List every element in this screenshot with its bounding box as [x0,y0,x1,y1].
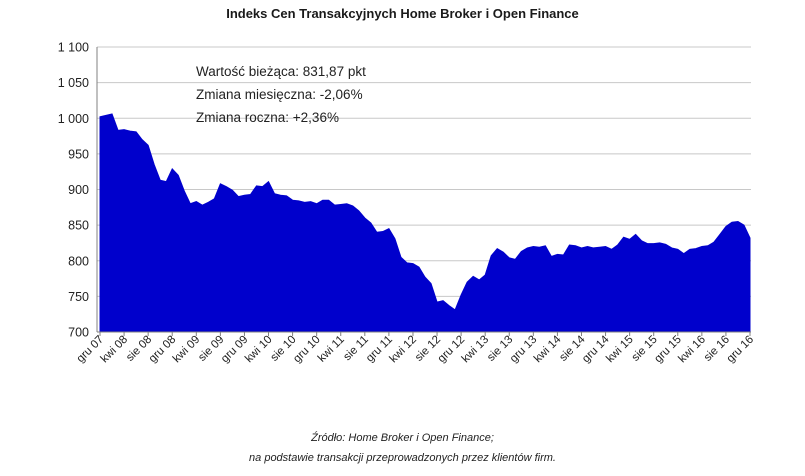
x-tick-label: kwi 14 [532,333,564,365]
x-tick-label: kwi 13 [460,334,492,366]
annotation-yearly-change: Zmiana roczna: +2,36% [196,110,339,125]
x-tick-label: kwi 16 [676,334,708,366]
y-tick-label: 800 [68,254,89,268]
x-tick-label: kwi 15 [604,334,636,366]
y-tick-label: 1 100 [58,41,89,55]
x-tick-label: gru 10 [291,334,323,366]
y-tick-label: 1 000 [58,112,89,126]
y-tick-label: 950 [68,147,89,161]
annotation-box: Wartość bieżąca: 831,87 pkt Zmiana miesi… [196,64,366,125]
axes [96,47,751,333]
x-tick-label: kwi 09 [171,334,203,366]
x-tick-label: kwi 12 [388,334,420,366]
y-tick-label: 1 050 [58,76,89,90]
y-tick-label: 750 [68,290,89,304]
chart-title: Indeks Cen Transakcyjnych Home Broker i … [226,6,579,21]
area-series [99,113,751,333]
area-series-path [99,113,751,333]
x-tick-label: gru 16 [725,334,757,366]
y-tick-label: 900 [68,183,89,197]
x-tick-label: kwi 10 [243,334,275,366]
y-tick-label: 700 [68,326,89,340]
x-tick-label: kwi 08 [99,334,131,366]
annotation-current-value: Wartość bieżąca: 831,87 pkt [196,64,366,79]
source-line-1: Źródło: Home Broker i Open Finance; [311,432,494,444]
annotation-monthly-change: Zmiana miesięczna: -2,06% [196,87,363,102]
y-tick-label: 850 [68,219,89,233]
source-line-2: na podstawie transakcji przeprowadzonych… [249,452,556,464]
y-axis-ticks: 1 100 1 050 1 000 950 900 850 800 750 700 [58,41,89,340]
x-tick-label: kwi 11 [316,334,347,365]
